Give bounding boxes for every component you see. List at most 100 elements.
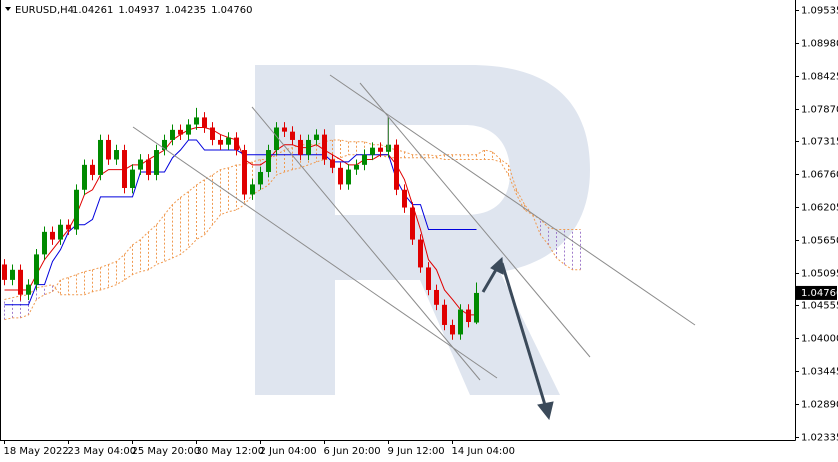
candle-body — [154, 150, 159, 175]
y-tick-label: 1.08980 — [801, 39, 838, 50]
forecast-arrow — [481, 256, 554, 421]
x-tick-label: 2 Jun 04:00 — [260, 446, 317, 457]
plot-area — [2, 107, 581, 340]
y-tick-label: 1.02890 — [801, 400, 838, 411]
candle-body — [402, 189, 407, 208]
y-tick-label: 1.09535 — [801, 6, 838, 17]
x-tick-label: 30 May 12:00 — [196, 446, 265, 457]
candle-body — [170, 129, 175, 140]
candle-body — [74, 189, 79, 230]
candle-body — [146, 159, 151, 175]
last-price-label: 1.04760 — [801, 288, 838, 299]
ohlc-value: 1.04235 — [165, 5, 206, 16]
y-tick-label: 1.06760 — [801, 170, 838, 181]
candle-body — [162, 139, 167, 151]
candle-body — [2, 264, 7, 280]
y-tick-label: 1.08425 — [801, 72, 838, 83]
y-tick-label: 1.05095 — [801, 269, 838, 280]
ohlc-value: 1.04261 — [72, 5, 113, 16]
y-tick-label: 1.07870 — [801, 105, 838, 116]
candle-body — [194, 117, 199, 125]
candle-body — [90, 164, 95, 175]
y-tick-label: 1.06205 — [801, 203, 838, 214]
candle-body — [202, 117, 207, 128]
trend-line — [329, 74, 696, 326]
x-tick-label: 23 May 04:00 — [68, 446, 137, 457]
cloud-edge — [4, 139, 581, 321]
candle-body — [290, 131, 295, 140]
y-tick-label: 1.03445 — [801, 367, 838, 378]
candle-body — [450, 324, 455, 335]
candle-body — [458, 309, 463, 335]
candle-body — [42, 231, 47, 255]
ohlc-value: 1.04937 — [118, 5, 159, 16]
ohlc-header: 1.04261 1.04937 1.04235 1.04760 — [72, 5, 252, 16]
candle-body — [210, 127, 215, 140]
candle-body — [50, 231, 55, 240]
x-tick-label: 25 May 20:00 — [132, 446, 201, 457]
candle-body — [354, 164, 359, 170]
logo-stem — [255, 65, 335, 395]
x-tick-label: 9 Jun 12:00 — [388, 446, 445, 457]
x-tick-label: 6 Jun 20:00 — [324, 446, 381, 457]
annotations — [132, 74, 696, 421]
candle-body — [186, 124, 191, 135]
candle-body — [218, 139, 223, 145]
trend-line — [359, 82, 591, 358]
candle-body — [106, 139, 111, 160]
symbol-menu-icon — [5, 7, 11, 11]
candle-body — [298, 139, 303, 155]
arrow-up-shaft — [481, 267, 499, 293]
candle-body — [18, 269, 23, 295]
trend-line — [132, 126, 498, 379]
candle-body — [466, 309, 471, 322]
candle-body — [98, 139, 103, 175]
candle-body — [258, 171, 263, 185]
arrow-down-head — [537, 401, 554, 421]
ohlc-value: 1.04760 — [211, 5, 252, 16]
x-tick-label: 18 May 2022 — [4, 446, 69, 457]
y-tick-label: 1.07315 — [801, 137, 838, 148]
candle-body — [34, 254, 39, 285]
candle-body — [58, 224, 63, 240]
candle-body — [10, 269, 15, 280]
candle-body — [234, 137, 239, 151]
candle-body — [330, 159, 335, 168]
candle-body — [362, 154, 367, 165]
candle-body — [266, 150, 271, 172]
candle-body — [250, 184, 255, 195]
candle-body — [82, 164, 87, 190]
candle-body — [370, 147, 375, 155]
arrow-down-shaft — [500, 262, 547, 406]
candle-body — [434, 289, 439, 305]
y-tick-label: 1.05650 — [801, 236, 838, 247]
candle-body — [306, 139, 311, 155]
cloud-edge — [4, 154, 581, 300]
candle-body — [122, 150, 127, 188]
y-tick-label: 1.04000 — [801, 334, 838, 345]
candle-body — [426, 267, 431, 290]
candle-body — [114, 150, 119, 160]
candle-body — [226, 137, 231, 145]
candle-body — [394, 144, 399, 190]
last-price-box — [796, 285, 837, 300]
x-tick-label: 14 Jun 04:00 — [452, 446, 516, 457]
candle-body — [138, 159, 143, 170]
logo-bowl — [335, 65, 590, 395]
candle-body — [338, 167, 343, 185]
candle-body — [130, 169, 135, 188]
candle-body — [274, 127, 279, 151]
candle-body — [314, 134, 319, 140]
candle-body — [322, 134, 327, 160]
candle-body — [474, 292, 479, 323]
candle-body — [346, 169, 351, 185]
candle-body — [282, 127, 287, 132]
candle-body — [26, 284, 31, 295]
candle-body — [66, 224, 71, 230]
candle-body — [418, 239, 423, 268]
symbol-label: EURUSD,H4 — [15, 5, 74, 16]
watermark-logo — [255, 65, 590, 395]
candle-body — [442, 304, 447, 325]
y-tick-label: 1.02335 — [801, 433, 838, 444]
